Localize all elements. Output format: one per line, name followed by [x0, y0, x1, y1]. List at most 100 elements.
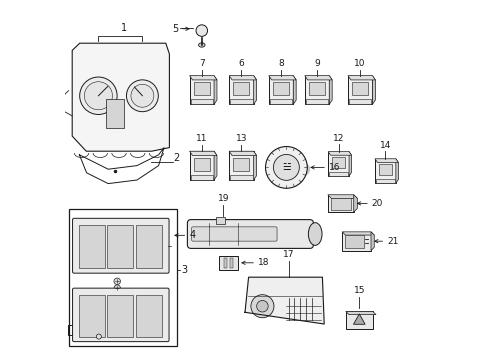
Bar	[230, 99, 252, 104]
Polygon shape	[214, 76, 217, 104]
Polygon shape	[214, 151, 217, 180]
Bar	[229, 76, 254, 104]
Polygon shape	[328, 195, 357, 198]
Polygon shape	[348, 76, 375, 80]
FancyBboxPatch shape	[73, 218, 169, 273]
Bar	[229, 151, 254, 180]
FancyBboxPatch shape	[73, 288, 169, 342]
Bar	[233, 158, 249, 171]
Circle shape	[273, 154, 299, 180]
Polygon shape	[269, 76, 296, 80]
Bar	[79, 225, 104, 268]
Bar	[190, 76, 214, 104]
Bar	[230, 258, 233, 268]
Bar	[107, 295, 133, 337]
Polygon shape	[229, 76, 257, 80]
Polygon shape	[342, 232, 374, 235]
Bar	[194, 82, 210, 95]
Circle shape	[114, 285, 121, 291]
Polygon shape	[305, 76, 332, 80]
Ellipse shape	[266, 158, 310, 180]
Polygon shape	[349, 152, 351, 176]
Bar	[376, 179, 395, 183]
Ellipse shape	[308, 222, 322, 246]
Polygon shape	[372, 76, 375, 104]
Circle shape	[266, 147, 307, 188]
Polygon shape	[346, 311, 376, 315]
Bar	[106, 99, 124, 128]
Circle shape	[114, 278, 121, 284]
Text: 8: 8	[278, 59, 284, 68]
Bar	[375, 159, 396, 183]
Circle shape	[257, 301, 268, 312]
Polygon shape	[190, 76, 217, 80]
Bar	[332, 157, 345, 168]
FancyBboxPatch shape	[187, 220, 314, 248]
Text: 2: 2	[173, 153, 179, 163]
Text: 21: 21	[387, 237, 398, 246]
Bar	[342, 232, 371, 251]
Text: 10: 10	[354, 59, 366, 68]
Polygon shape	[329, 76, 332, 104]
Circle shape	[196, 25, 208, 36]
Polygon shape	[72, 43, 170, 151]
Bar	[270, 99, 292, 104]
Ellipse shape	[198, 43, 205, 47]
Bar	[269, 76, 293, 104]
Bar	[345, 235, 364, 248]
Polygon shape	[293, 76, 296, 104]
Polygon shape	[354, 195, 357, 212]
Text: 12: 12	[333, 134, 344, 143]
Text: 1: 1	[121, 23, 127, 33]
Bar	[273, 82, 289, 95]
FancyBboxPatch shape	[192, 227, 277, 241]
Text: 20: 20	[372, 199, 383, 208]
Polygon shape	[254, 151, 257, 180]
Text: 9: 9	[314, 59, 320, 68]
Bar	[305, 76, 329, 104]
Text: 11: 11	[196, 134, 208, 143]
Bar	[352, 82, 368, 95]
Bar	[191, 99, 213, 104]
Circle shape	[84, 82, 112, 110]
Circle shape	[80, 77, 117, 114]
Text: 6: 6	[239, 59, 245, 68]
Text: 7: 7	[199, 59, 205, 68]
Text: 15: 15	[354, 286, 365, 295]
Bar	[79, 295, 104, 337]
Bar	[230, 175, 252, 180]
Polygon shape	[353, 314, 365, 324]
Polygon shape	[328, 152, 351, 155]
Bar	[309, 82, 325, 95]
Polygon shape	[254, 76, 257, 104]
Bar	[69, 209, 176, 346]
Text: 19: 19	[218, 194, 229, 203]
Bar	[306, 99, 328, 104]
Bar	[136, 225, 162, 268]
Polygon shape	[190, 151, 217, 156]
Circle shape	[126, 80, 158, 112]
Polygon shape	[375, 159, 398, 162]
Bar	[216, 217, 225, 224]
Bar	[220, 256, 238, 270]
Bar	[107, 225, 133, 268]
Text: 5: 5	[172, 24, 178, 34]
Bar	[331, 198, 351, 210]
Circle shape	[97, 334, 101, 339]
Polygon shape	[371, 232, 374, 251]
Circle shape	[131, 84, 154, 107]
Bar	[348, 76, 372, 104]
Bar	[328, 152, 349, 176]
Text: ☱: ☱	[282, 162, 291, 172]
Text: 4: 4	[189, 230, 196, 240]
Text: 18: 18	[258, 258, 270, 267]
Bar	[136, 295, 162, 337]
Bar	[224, 258, 227, 268]
Polygon shape	[245, 277, 324, 324]
Text: 13: 13	[236, 134, 247, 143]
Circle shape	[251, 295, 274, 318]
Bar	[328, 195, 354, 212]
Bar	[379, 164, 392, 175]
Text: 14: 14	[380, 141, 391, 150]
Polygon shape	[396, 159, 398, 183]
